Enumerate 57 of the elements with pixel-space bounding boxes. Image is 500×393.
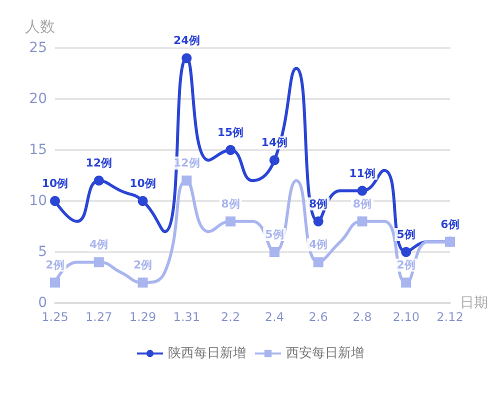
data-label: 5例 (265, 228, 284, 241)
point (269, 247, 280, 257)
y-tick-label: 25 (29, 40, 47, 56)
data-label: 10例 (42, 177, 68, 190)
data-label: 2例 (133, 258, 152, 272)
data-label: 14例 (261, 136, 288, 150)
data-label: 8例 (309, 197, 328, 210)
point (226, 145, 236, 155)
point (50, 278, 60, 288)
y-axis-title: 人数 (25, 18, 55, 36)
data-label: 8例 (221, 197, 240, 210)
data-label: 6例 (440, 218, 460, 231)
point (313, 216, 324, 226)
data-label: 2例 (396, 258, 416, 272)
legend-label: 陕西每日新增 (168, 346, 246, 361)
point (401, 247, 412, 257)
data-label: 24例 (174, 34, 200, 48)
x-tick-label: 2.10 (392, 310, 420, 324)
point (357, 186, 368, 196)
x-tick-label: 2.8 (352, 310, 372, 324)
data-label: 4例 (309, 238, 328, 252)
x-tick-label: 2.2 (221, 310, 240, 324)
x-tick-label: 2.12 (436, 310, 464, 324)
y-tick-label: 0 (38, 295, 47, 311)
data-label: 5例 (396, 228, 416, 241)
point (138, 196, 148, 206)
data-label: 12例 (86, 156, 112, 170)
x-axis-title: 日期 (460, 295, 488, 311)
data-label: 2例 (46, 258, 64, 272)
point (138, 278, 148, 288)
x-tick-label: 1.31 (173, 310, 200, 324)
point (94, 176, 104, 186)
x-tick-label: 2.4 (264, 310, 284, 324)
point (401, 278, 412, 288)
point (50, 196, 60, 206)
legend-label: 西安每日新增 (286, 345, 364, 361)
point (94, 257, 104, 268)
y-tick-label: 15 (29, 142, 47, 158)
x-tick-label: 1.25 (42, 310, 68, 324)
point (182, 53, 192, 64)
data-label: 10例 (130, 177, 156, 190)
x-tick-label: 2.6 (308, 310, 328, 324)
point (182, 176, 192, 186)
data-label: 12例 (174, 156, 200, 170)
data-label: 8例 (352, 197, 372, 210)
point (357, 216, 368, 226)
data-label: 11例 (349, 166, 376, 180)
y-tick-label: 20 (29, 91, 47, 107)
point (269, 155, 280, 166)
y-tick-label: 10 (29, 193, 47, 209)
data-label: 15例 (217, 126, 244, 139)
point (226, 216, 236, 226)
data-label: 4例 (90, 238, 108, 252)
x-tick-label: 1.27 (86, 310, 112, 324)
point (313, 257, 324, 268)
y-tick-label: 5 (38, 244, 47, 260)
x-tick-label: 1.29 (129, 310, 156, 324)
